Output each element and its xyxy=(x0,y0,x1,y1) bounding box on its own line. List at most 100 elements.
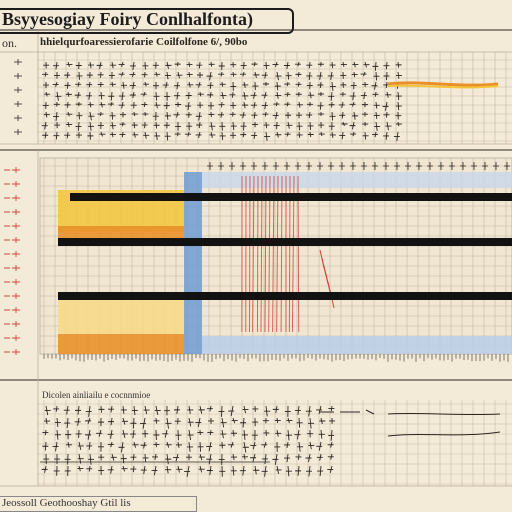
bottom-scribble xyxy=(43,453,50,465)
middle-scribble xyxy=(284,162,290,170)
bottom-scribble xyxy=(142,453,149,462)
bottom-trace xyxy=(387,431,501,437)
top-scribble xyxy=(173,111,180,118)
red-hatch xyxy=(276,175,279,333)
bottom-scribble xyxy=(239,465,246,476)
bottom-scribble xyxy=(77,441,84,450)
top-scribble xyxy=(372,61,379,71)
top-scribble xyxy=(87,101,94,108)
bottom-scribble xyxy=(286,417,293,424)
top-scribble xyxy=(75,61,82,70)
top-scribble xyxy=(174,61,181,67)
top-scribble xyxy=(86,81,93,88)
margin-label: on. xyxy=(2,36,17,50)
top-scribble xyxy=(275,131,282,138)
bottom-scribble xyxy=(107,429,114,439)
top-scribble xyxy=(41,121,48,130)
top-scribble xyxy=(175,101,182,108)
middle-scribble xyxy=(218,162,224,170)
top-scribble xyxy=(339,131,346,140)
top-scribble xyxy=(44,91,51,97)
top-scribble xyxy=(240,61,247,70)
bottom-scribble xyxy=(121,429,128,438)
top-scribble xyxy=(349,91,356,101)
top-scribble xyxy=(163,101,170,110)
bottom-scribble xyxy=(74,417,81,426)
bottom-scribble xyxy=(319,417,326,425)
top-scribble xyxy=(351,71,358,78)
top-scribble xyxy=(306,111,313,119)
bottom-scribble xyxy=(98,465,105,476)
top-scribble xyxy=(52,61,59,70)
red-hatch xyxy=(268,175,271,333)
bottom-panel xyxy=(0,380,512,487)
bottom-scribble xyxy=(328,405,335,412)
top-scribble xyxy=(165,61,172,69)
top-scribble xyxy=(328,91,335,101)
top-scribble xyxy=(296,111,303,119)
top-margin-tick xyxy=(14,73,22,79)
bottom-scribble xyxy=(187,429,194,441)
bottom-scribble xyxy=(41,465,48,473)
top-scribble xyxy=(372,91,379,97)
top-scribble xyxy=(230,71,237,77)
top-scribble xyxy=(328,121,335,131)
top-scribble xyxy=(230,61,237,68)
bottom-scribble xyxy=(154,405,161,415)
bottom-scribble xyxy=(307,429,314,438)
top-scribble xyxy=(261,91,268,99)
top-scribble xyxy=(352,61,359,68)
top-scribble xyxy=(88,121,95,131)
top-margin-tick xyxy=(14,101,22,107)
top-scribble xyxy=(76,111,83,120)
page-subtitle: hhielqurfoaressierofarie Coilfolfone 6/,… xyxy=(40,36,248,48)
top-scribble xyxy=(242,91,249,100)
top-scribble xyxy=(164,71,171,80)
top-scribble xyxy=(87,131,94,140)
top-scribble xyxy=(206,71,213,81)
bottom-scribble xyxy=(52,441,59,452)
top-scribble xyxy=(97,111,104,117)
bottom-scribble xyxy=(206,465,213,476)
top-scribble xyxy=(230,121,237,131)
bottom-scribble xyxy=(327,441,334,448)
bottom-scribble xyxy=(75,405,82,415)
bottom-scribble xyxy=(208,417,215,424)
middle-scribble xyxy=(449,162,455,170)
top-scribble xyxy=(141,71,148,78)
top-scribble xyxy=(383,71,390,81)
top-scribble xyxy=(306,71,313,80)
bottom-scribble xyxy=(129,429,136,439)
bottom-trace xyxy=(320,409,375,415)
bottom-scribble xyxy=(228,441,235,448)
top-scribble xyxy=(118,71,125,77)
top-scribble xyxy=(197,71,204,79)
middle-scribble xyxy=(262,162,268,170)
top-scribble xyxy=(318,121,325,129)
bottom-scribble xyxy=(207,429,214,436)
top-scribble xyxy=(296,131,303,138)
top-scribble xyxy=(207,81,214,89)
bottom-scribble xyxy=(53,405,60,412)
middle-scribble xyxy=(328,162,334,170)
bottom-scribble xyxy=(296,417,303,428)
top-scribble xyxy=(264,131,271,141)
top-scribble xyxy=(242,101,249,109)
top-scribble xyxy=(143,131,150,139)
middle-margin-tick xyxy=(4,251,20,257)
red-hatch xyxy=(256,175,259,333)
top-trend-line xyxy=(387,81,499,87)
top-scribble xyxy=(349,101,356,107)
top-scribble xyxy=(109,81,116,87)
top-scribble xyxy=(217,111,224,118)
top-scribble xyxy=(75,81,82,87)
top-scribble xyxy=(64,81,71,89)
top-scribble xyxy=(272,61,279,67)
top-scribble xyxy=(272,111,279,120)
top-scribble xyxy=(374,121,381,131)
bottom-scribble xyxy=(53,465,60,476)
top-scribble xyxy=(262,81,269,87)
bottom-scribble xyxy=(98,453,105,461)
bottom-scribble xyxy=(328,429,335,441)
bottom-trace xyxy=(387,412,501,416)
